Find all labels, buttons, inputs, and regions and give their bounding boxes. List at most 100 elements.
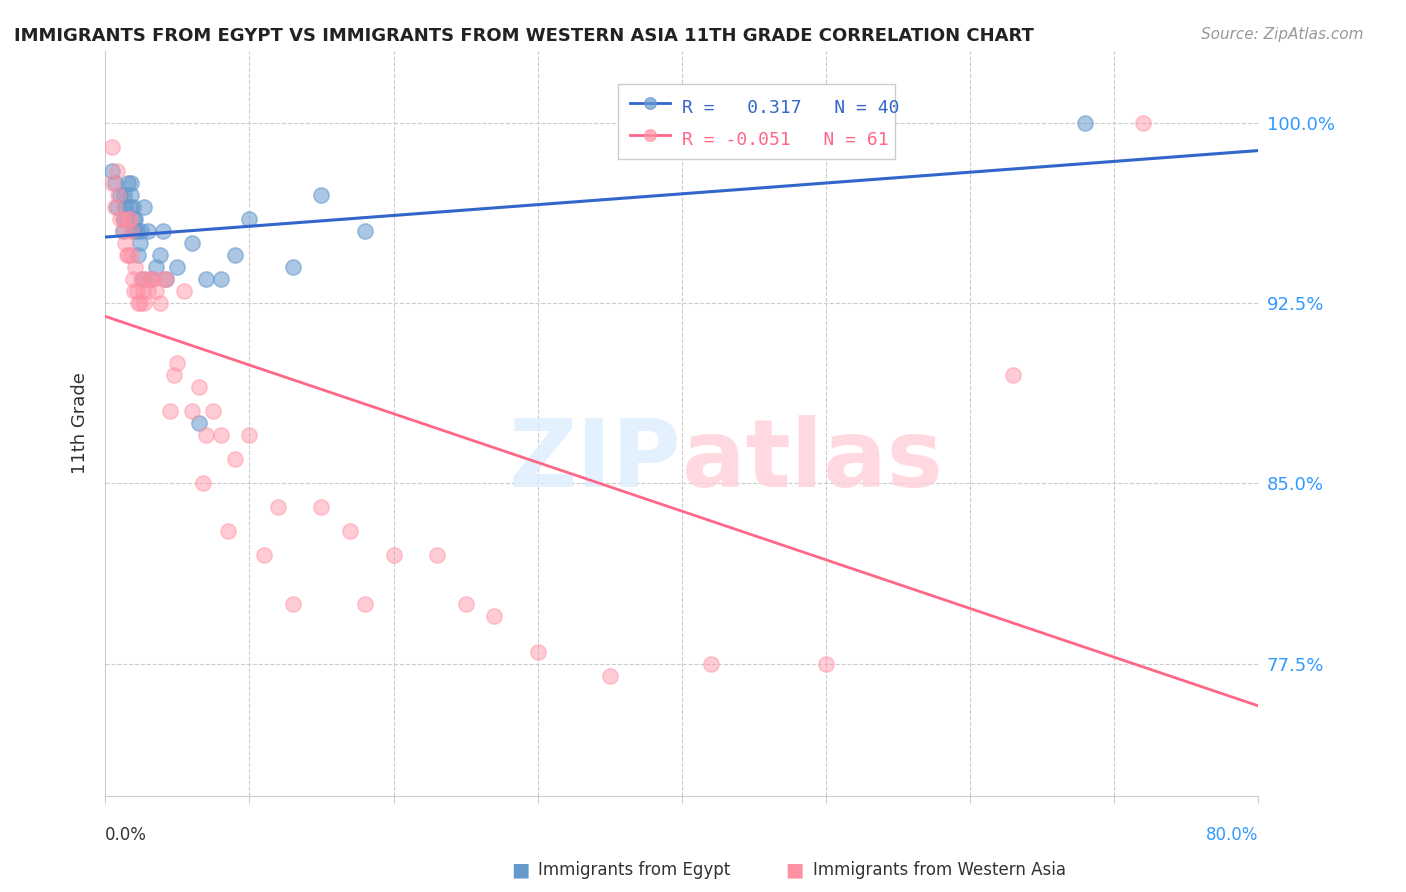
Point: [193, 476, 215, 491]
Point: [115, 211, 138, 226]
Point: [163, 368, 186, 383]
Point: [117, 248, 139, 262]
Point: [127, 296, 149, 310]
Point: [138, 224, 160, 238]
Point: [353, 224, 375, 238]
Point: [104, 200, 127, 214]
Point: [108, 188, 131, 202]
Point: [122, 224, 145, 238]
Text: Immigrants from Western Asia: Immigrants from Western Asia: [813, 861, 1066, 879]
Point: [114, 200, 136, 214]
Text: IMMIGRANTS FROM EGYPT VS IMMIGRANTS FROM WESTERN ASIA 11TH GRADE CORRELATION CHA: IMMIGRANTS FROM EGYPT VS IMMIGRANTS FROM…: [14, 27, 1033, 45]
Point: [339, 524, 361, 539]
Point: [159, 404, 181, 418]
Point: [117, 176, 139, 190]
Text: 0.0%: 0.0%: [105, 826, 148, 844]
Point: [104, 176, 127, 190]
Text: 80.0%: 80.0%: [1206, 826, 1258, 844]
Point: [224, 452, 246, 467]
Point: [195, 272, 218, 286]
Point: [1074, 116, 1097, 130]
Point: [484, 608, 506, 623]
Point: [281, 597, 304, 611]
Point: [180, 404, 202, 418]
Point: [111, 224, 134, 238]
Point: [125, 224, 148, 238]
Text: ZIP: ZIP: [509, 415, 682, 507]
Point: [202, 404, 225, 418]
Point: [127, 248, 149, 262]
Point: [134, 296, 156, 310]
Point: [238, 211, 260, 226]
Point: [111, 211, 134, 226]
Point: [149, 248, 172, 262]
Point: [129, 272, 152, 286]
Point: [187, 417, 209, 431]
Point: [149, 296, 172, 310]
Point: [599, 668, 621, 682]
Point: [152, 272, 174, 286]
Point: [814, 657, 837, 671]
Point: [145, 284, 167, 298]
Point: [118, 200, 141, 214]
Point: [120, 188, 142, 202]
Point: [128, 235, 150, 250]
Text: R =   0.317   N = 40: R = 0.317 N = 40: [682, 99, 900, 117]
Point: [353, 597, 375, 611]
Point: [114, 235, 136, 250]
Text: ■: ■: [510, 860, 530, 880]
Point: [134, 200, 156, 214]
Point: [311, 188, 333, 202]
Point: [152, 224, 174, 238]
Point: [107, 188, 129, 202]
Point: [382, 549, 405, 563]
Point: [112, 211, 135, 226]
Point: [101, 164, 124, 178]
Point: [118, 211, 141, 226]
Text: Source: ZipAtlas.com: Source: ZipAtlas.com: [1201, 27, 1364, 42]
Point: [281, 260, 304, 274]
Point: [101, 140, 124, 154]
Text: Immigrants from Egypt: Immigrants from Egypt: [538, 861, 731, 879]
Point: [105, 164, 128, 178]
Point: [699, 657, 721, 671]
Point: [138, 284, 160, 298]
Point: [217, 524, 239, 539]
Point: [125, 284, 148, 298]
Point: [775, 387, 797, 401]
Point: [120, 224, 142, 238]
Point: [121, 200, 143, 214]
Y-axis label: 11th Grade: 11th Grade: [72, 372, 89, 475]
Text: ■: ■: [785, 860, 804, 880]
Point: [131, 272, 153, 286]
Point: [124, 211, 146, 226]
Point: [101, 176, 124, 190]
Point: [131, 284, 153, 298]
Point: [122, 211, 145, 226]
Point: [187, 380, 209, 394]
Point: [145, 260, 167, 274]
Point: [426, 549, 449, 563]
Point: [166, 356, 188, 370]
Point: [224, 248, 246, 262]
Point: [108, 211, 131, 226]
Point: [121, 272, 143, 286]
Point: [180, 235, 202, 250]
Point: [112, 224, 135, 238]
Point: [122, 284, 145, 298]
Point: [139, 272, 162, 286]
Point: [454, 597, 477, 611]
Point: [128, 296, 150, 310]
Point: [124, 260, 146, 274]
Point: [129, 224, 152, 238]
Point: [112, 188, 135, 202]
Text: R = -0.051   N = 61: R = -0.051 N = 61: [682, 131, 889, 149]
Point: [238, 428, 260, 442]
Point: [775, 284, 797, 298]
Point: [135, 272, 157, 286]
Point: [253, 549, 276, 563]
Point: [105, 200, 128, 214]
Point: [195, 428, 218, 442]
Point: [120, 248, 142, 262]
Point: [1132, 116, 1154, 130]
